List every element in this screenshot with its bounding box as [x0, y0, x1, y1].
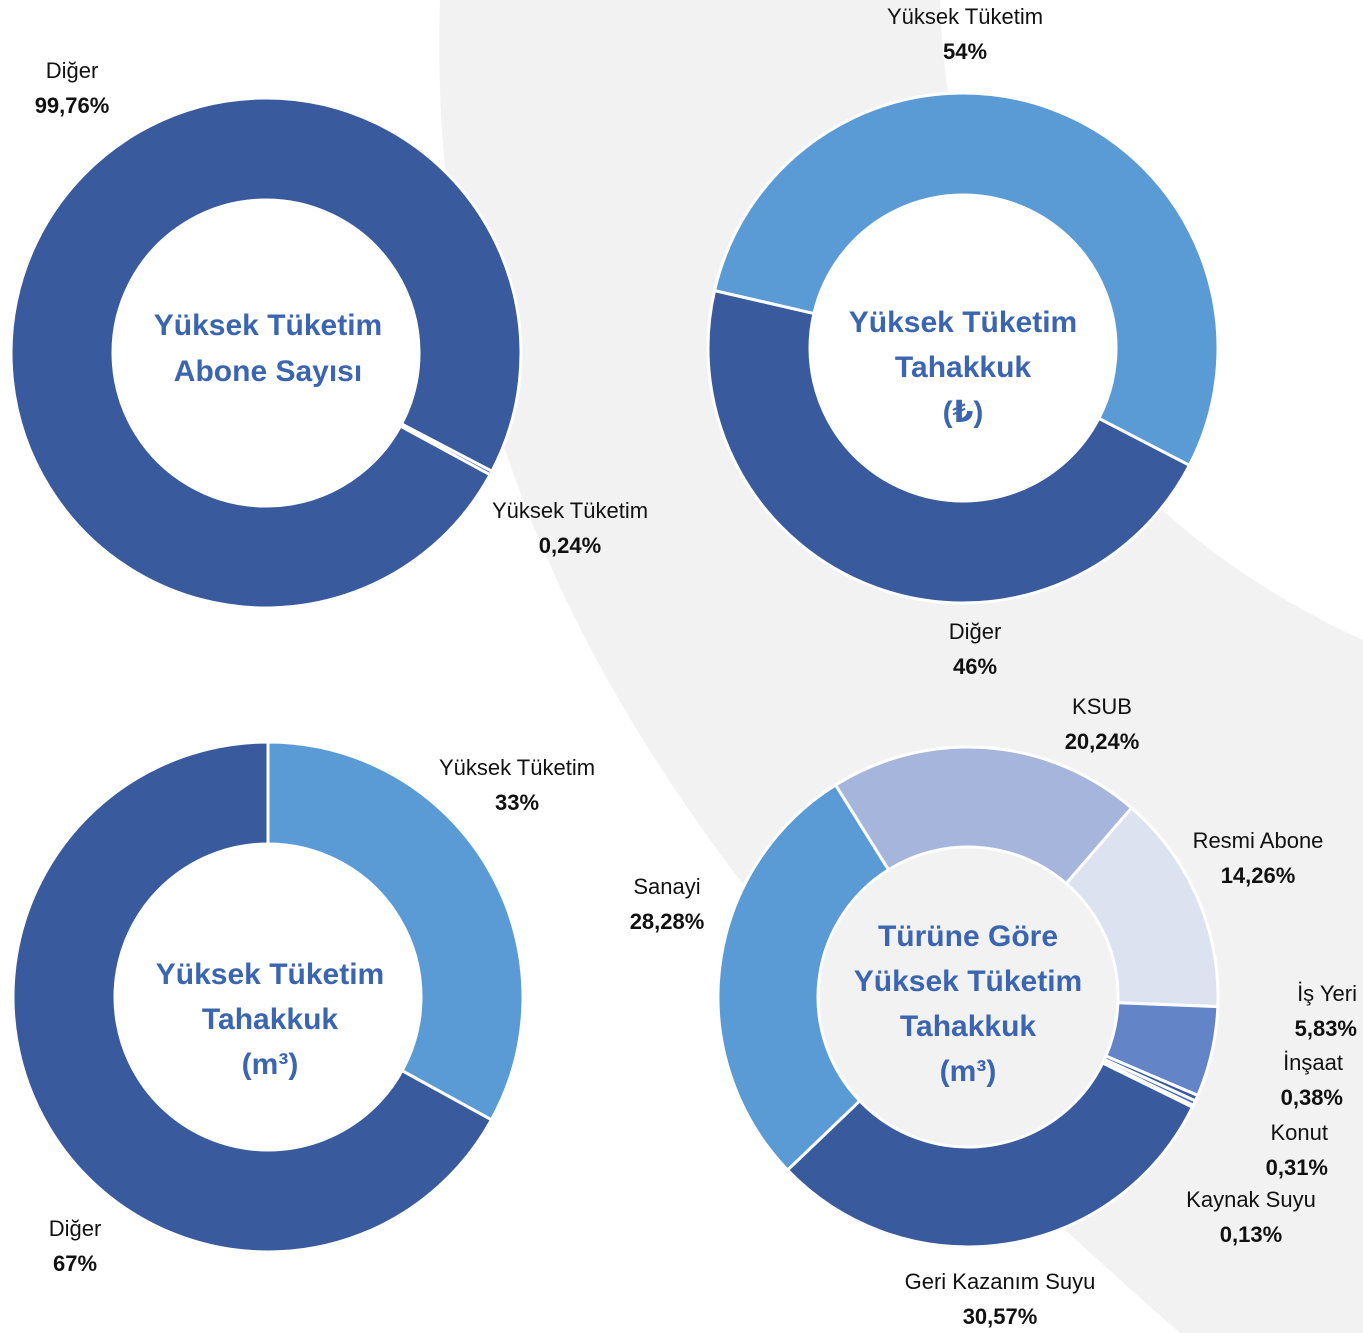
slice-value: 20,24% [1065, 729, 1140, 754]
slice-name: İş Yeri [1297, 981, 1357, 1006]
slice-value: 5,83% [1295, 1016, 1357, 1041]
center-title: Yüksek Tüketim [154, 309, 382, 342]
slice-name: Kaynak Suyu [1186, 1187, 1316, 1212]
slice-name: Yüksek Tüketim [492, 498, 648, 523]
slice-value: 0,38% [1281, 1085, 1343, 1110]
slice-value: 30,57% [963, 1304, 1038, 1329]
donut-slice [9, 96, 523, 610]
slice-name: Yüksek Tüketim [887, 4, 1043, 29]
slice-name: KSUB [1072, 694, 1132, 719]
donut-slice [716, 782, 891, 1173]
donut-hole [114, 201, 418, 505]
center-title: Yüksek Tüketim [854, 965, 1082, 998]
slice-name: İnşaat [1283, 1050, 1343, 1075]
slice-name: Yüksek Tüketim [439, 755, 595, 780]
donut-slice [398, 421, 494, 477]
center-title: Tahakkuk [900, 1010, 1036, 1043]
center-title: (m³) [940, 1055, 997, 1088]
center-title: Türüne Göre [878, 920, 1058, 953]
slice-name: Diğer [46, 58, 99, 83]
slice-value: 33% [495, 790, 539, 815]
slice-value: 99,76% [35, 93, 110, 118]
center-title: Yüksek Tüketim [849, 306, 1077, 339]
donut-slice [712, 91, 1220, 468]
slice-value: 0,31% [1266, 1155, 1328, 1180]
donut-slice [833, 745, 1134, 886]
slice-value: 67% [53, 1251, 97, 1276]
center-title: Yüksek Tüketim [156, 958, 384, 991]
slice-name: Resmi Abone [1193, 828, 1324, 853]
center-title: Tahakkuk [895, 351, 1031, 384]
donut-slice [11, 740, 494, 1254]
donut-slice [785, 1061, 1195, 1249]
donut-slice [706, 288, 1192, 605]
slice-name: Konut [1271, 1120, 1329, 1145]
slice-name: Geri Kazanım Suyu [905, 1269, 1096, 1294]
slice-value: 0,24% [539, 533, 601, 558]
slice-name: Diğer [49, 1216, 102, 1241]
donut-hole [811, 196, 1115, 500]
slice-name: Diğer [949, 619, 1002, 644]
center-title: Abone Sayısı [174, 355, 362, 388]
slice-name: Sanayi [633, 874, 700, 899]
slice-value: 14,26% [1221, 863, 1296, 888]
slice-value: 0,13% [1220, 1222, 1282, 1247]
donut-slice [266, 740, 525, 1122]
slice-value: 54% [943, 39, 987, 64]
slice-value: 46% [953, 654, 997, 679]
donut-hole [116, 845, 420, 1149]
center-title: Tahakkuk [202, 1003, 338, 1036]
donut-hole [819, 848, 1117, 1146]
center-title: (m³) [242, 1048, 299, 1081]
slice-value: 28,28% [630, 909, 705, 934]
center-title: (₺) [943, 396, 984, 429]
